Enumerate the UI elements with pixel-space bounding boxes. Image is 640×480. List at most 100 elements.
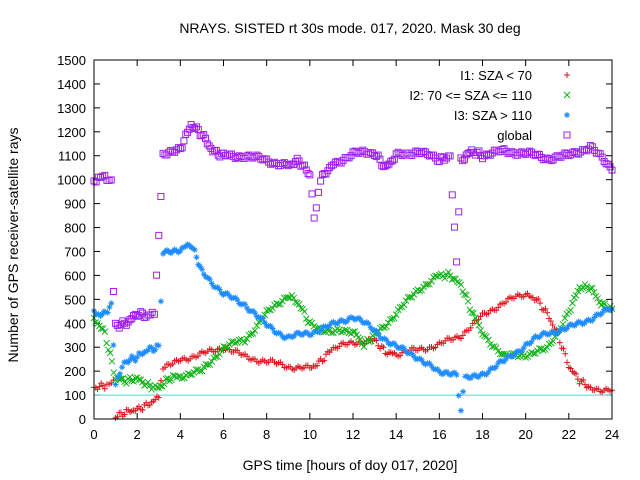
y-tick-label: 1300	[57, 101, 86, 116]
data-point	[110, 369, 118, 376]
data-point	[588, 284, 596, 292]
data-point	[126, 356, 133, 363]
data-point	[426, 280, 433, 288]
data-point	[457, 407, 464, 414]
data-point	[510, 352, 517, 359]
data-point	[457, 281, 465, 289]
x-tick-label: 22	[562, 427, 576, 442]
data-point	[208, 280, 215, 287]
data-point	[337, 328, 345, 336]
data-point	[381, 162, 389, 170]
data-point	[583, 317, 590, 324]
data-point	[348, 314, 355, 321]
data-point	[139, 351, 146, 358]
data-point	[160, 380, 168, 388]
data-point	[547, 157, 555, 165]
data-point	[462, 291, 470, 299]
data-point	[185, 125, 193, 133]
data-point	[123, 380, 130, 387]
data-point	[586, 142, 594, 150]
data-point	[351, 316, 358, 323]
data-point	[169, 372, 177, 379]
data-point	[546, 331, 553, 338]
data-point	[501, 358, 508, 365]
data-point	[146, 382, 154, 390]
y-tick-label: 500	[64, 292, 86, 307]
data-point	[575, 318, 582, 325]
data-point	[150, 310, 158, 318]
data-point	[345, 154, 353, 162]
data-point	[327, 162, 335, 170]
data-point	[344, 318, 351, 325]
data-point	[287, 333, 294, 340]
data-point	[574, 287, 582, 295]
data-point	[359, 146, 367, 154]
data-point	[318, 326, 325, 333]
data-point	[232, 294, 239, 301]
data-point	[144, 378, 152, 386]
data-point	[390, 314, 398, 322]
data-point	[461, 155, 469, 163]
data-point	[291, 333, 298, 340]
data-point	[457, 335, 464, 342]
data-point	[554, 330, 561, 337]
data-point	[241, 339, 249, 346]
data-point	[99, 382, 106, 389]
data-point	[485, 336, 492, 344]
data-point	[559, 325, 566, 332]
data-point	[361, 148, 369, 156]
data-point	[528, 338, 535, 345]
data-point	[598, 153, 606, 161]
data-point	[119, 374, 127, 382]
data-point	[590, 288, 598, 296]
data-point	[326, 322, 333, 329]
x-tick-label: 20	[518, 427, 532, 442]
data-point	[365, 338, 373, 346]
data-point	[125, 359, 132, 366]
y-tick-label: 1200	[57, 125, 86, 140]
data-point	[126, 316, 134, 324]
data-point	[373, 327, 380, 334]
data-point	[392, 311, 400, 318]
data-point	[338, 316, 345, 323]
data-point	[212, 353, 220, 361]
data-point	[571, 322, 578, 329]
data-point	[564, 359, 571, 366]
data-point	[105, 176, 113, 184]
data-point	[182, 130, 190, 138]
data-point	[459, 157, 467, 165]
data-point	[304, 330, 311, 337]
data-point	[451, 369, 458, 376]
data-point	[135, 376, 143, 383]
data-point	[471, 314, 479, 322]
y-tick-label: 0	[79, 412, 86, 427]
data-point	[92, 178, 100, 186]
data-point	[275, 329, 282, 336]
data-point	[193, 254, 200, 261]
data-point	[310, 329, 317, 336]
data-point	[493, 363, 500, 370]
x-axis-label: GPS time [hours of doy 017, 2020]	[243, 457, 458, 473]
data-point	[314, 362, 321, 369]
data-point	[418, 286, 426, 294]
data-point	[153, 383, 161, 391]
data-point	[573, 149, 581, 157]
data-point	[404, 149, 412, 157]
data-point	[293, 330, 300, 337]
data-point	[346, 315, 353, 322]
legend-label: I2: 70 <= SZA <= 110	[409, 88, 532, 103]
data-point	[545, 340, 553, 348]
data-point	[321, 357, 328, 364]
data-point	[101, 328, 109, 335]
data-point	[121, 411, 128, 418]
data-point	[117, 321, 125, 329]
data-point	[448, 191, 456, 199]
data-point	[494, 347, 502, 355]
data-point	[351, 328, 359, 335]
data-point	[177, 248, 184, 255]
y-tick-label: 700	[64, 244, 86, 259]
x-tick-label: 24	[605, 427, 619, 442]
data-point	[591, 314, 598, 321]
data-point	[483, 371, 490, 378]
data-point	[367, 324, 374, 331]
